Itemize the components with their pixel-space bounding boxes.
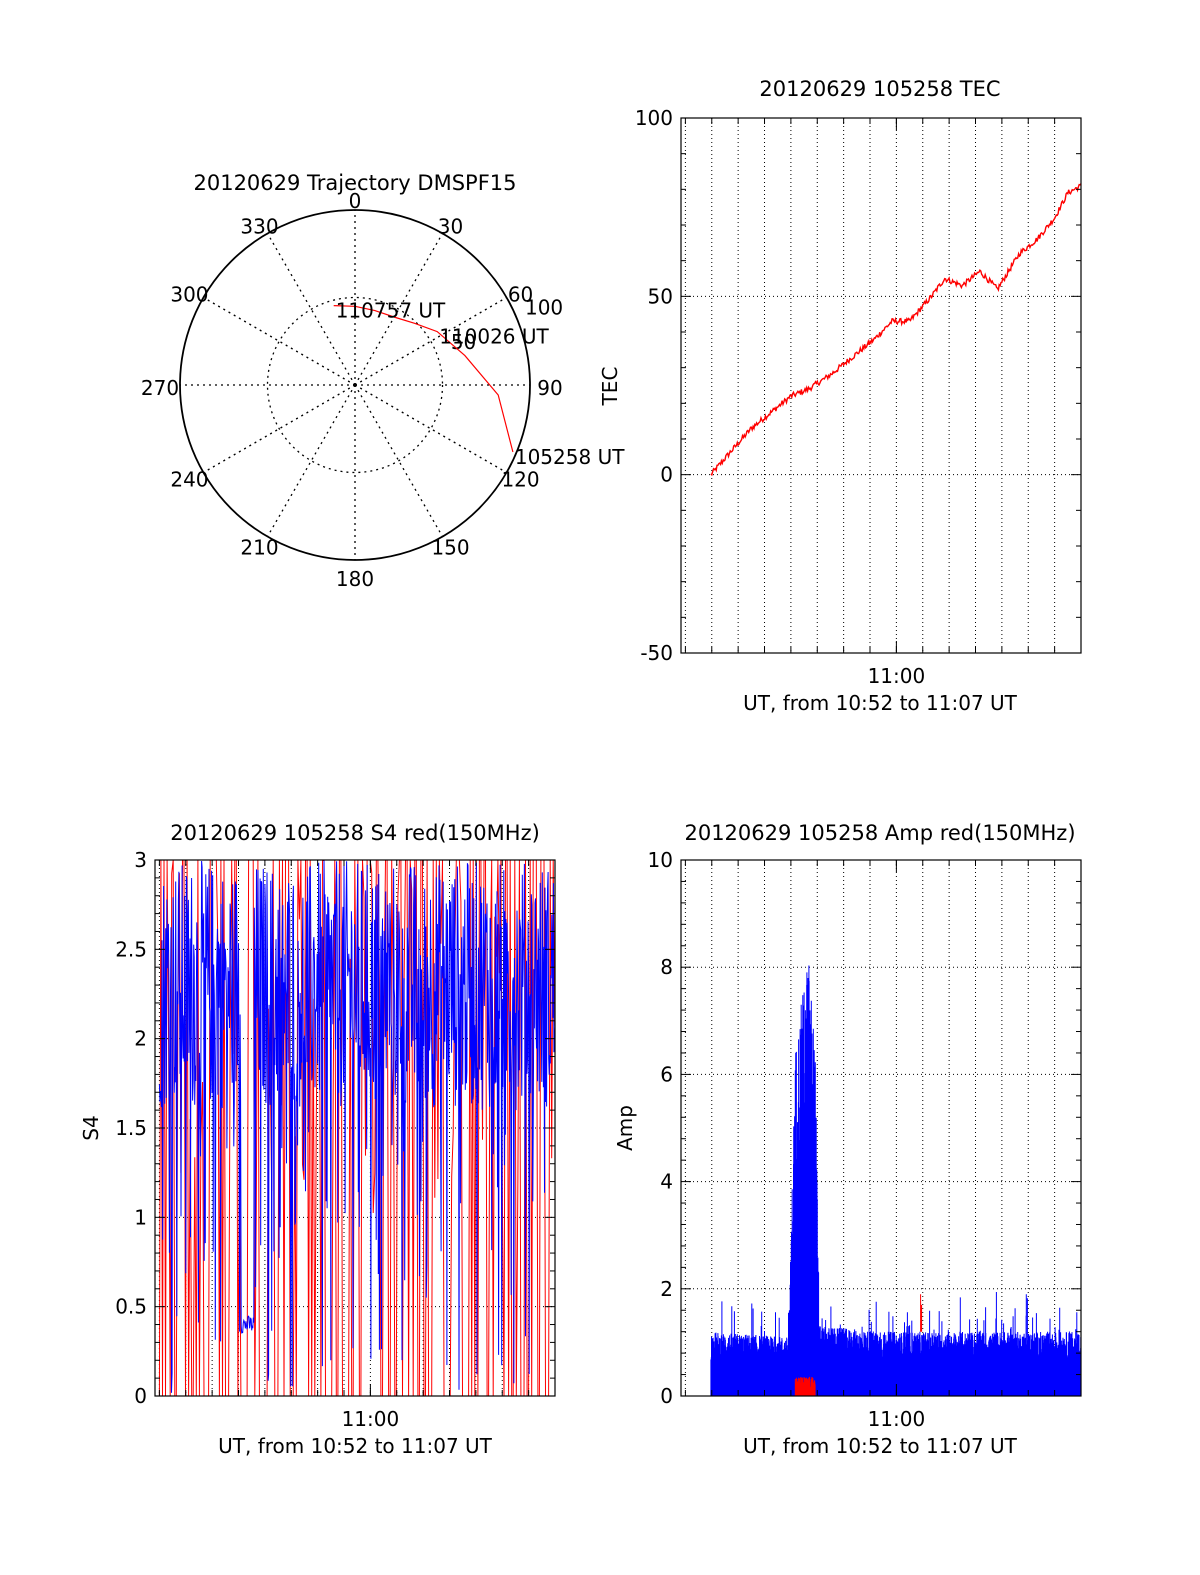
amp-ytick-label: 10: [648, 848, 673, 872]
s4-ytick-label: 0: [134, 1384, 147, 1408]
polar-azimuth-label: 120: [501, 468, 539, 492]
polar-grid: [179, 209, 531, 561]
polar-radial-label: 100: [525, 296, 563, 320]
polar-radial-labels: 50 100: [451, 296, 563, 354]
polar-spoke: [354, 233, 444, 386]
polar-series: [333, 305, 514, 453]
polar-outer-ring: [179, 209, 531, 561]
s4-ytick-label: 2: [134, 1027, 147, 1051]
s4-xlabel: UT, from 10:52 to 11:07 UT: [218, 1434, 493, 1458]
amp-ytick-label: 0: [660, 1384, 673, 1408]
tec-ylabel: TEC: [598, 367, 622, 407]
polar-azimuth-label: 270: [141, 376, 179, 400]
polar-azimuth-label: 300: [170, 283, 208, 307]
polar-title: 20120629 Trajectory DMSPF15: [193, 171, 516, 195]
s4-ytick-label: 2.5: [115, 937, 147, 961]
amp-title: 20120629 105258 Amp red(150MHz): [684, 821, 1075, 845]
tec-xlabel: UT, from 10:52 to 11:07 UT: [743, 691, 1018, 715]
tec-title: 20120629 105258 TEC: [759, 77, 1000, 101]
s4-title: 20120629 105258 S4 red(150MHz): [170, 821, 540, 845]
amp-line: [794, 1294, 923, 1396]
tec-ticks: -50 0 50 100 11:00: [635, 106, 1082, 688]
s4-xtick-label: 11:00: [342, 1407, 400, 1431]
polar-spoke: [354, 384, 507, 474]
amp-chart: 20120629 105258 Amp red(150MHz) 0 2 4 6 8 10 1…: [613, 821, 1082, 1458]
amp-ytick-label: 2: [660, 1277, 673, 1301]
s4-ticks: 0 0.5 1 1.5 2 2.5 3 11:00: [115, 848, 556, 1431]
polar-trajectory-line: [333, 305, 514, 453]
amp-ytick-label: 6: [660, 1062, 673, 1086]
amp-xlabel: UT, from 10:52 to 11:07 UT: [743, 1434, 1018, 1458]
s4-ytick-label: 1: [134, 1205, 147, 1229]
tec-ytick-label: 0: [660, 463, 673, 487]
polar-spoke: [266, 384, 356, 537]
polar-azimuth-label: 180: [336, 567, 374, 591]
polar-azimuth-label: 210: [240, 536, 278, 560]
tec-chart: 20120629 105258 TEC -50 0 50 100 11:00 TEC U…: [598, 77, 1082, 715]
polar-azimuth-label: 0: [349, 189, 362, 213]
amp-line: [710, 965, 1082, 1396]
polar-spoke: [354, 384, 444, 537]
tec-ytick-label: 50: [648, 284, 673, 308]
polar-chart: 20120629 Trajectory DMSPF15 0 30 60 90 120 15…: [141, 171, 625, 591]
s4-ytick-label: 0.5: [115, 1295, 147, 1319]
s4-line: [158, 860, 555, 1393]
polar-azimuth-label: 60: [508, 283, 533, 307]
polar-spoke: [266, 233, 356, 386]
tec-ytick-label: 100: [635, 106, 673, 130]
tec-xtick-label: 11:00: [868, 664, 926, 688]
s4-ytick-label: 1.5: [115, 1116, 147, 1140]
s4-ytick-label: 3: [134, 848, 147, 872]
polar-spoke: [203, 296, 356, 386]
polar-azimuth-label: 240: [170, 468, 208, 492]
tec-grid: [681, 117, 1082, 654]
polar-annotation: 110026 UT: [439, 325, 549, 349]
polar-spoke: [203, 384, 356, 474]
polar-azimuth-label: 30: [438, 214, 463, 238]
s4-series-inner: [158, 860, 555, 1396]
polar-azimuth-label: 330: [240, 214, 278, 238]
s4-chart: 20120629 105258 S4 red(150MHz) 0 0.5 1 1.5 2…: [79, 821, 556, 1458]
polar-azimuth-label: 150: [431, 536, 469, 560]
amp-xtick-label: 11:00: [868, 1407, 926, 1431]
amp-series: [710, 965, 1082, 1396]
polar-inner-ring: [266, 296, 444, 474]
amp-ylabel: Amp: [613, 1105, 637, 1151]
polar-annotation: 105258 UT: [515, 445, 625, 469]
s4-series: [158, 860, 555, 1396]
tec-ytick-label: -50: [640, 641, 673, 665]
tec-frame: [680, 117, 1082, 654]
amp-ytick-label: 8: [660, 955, 673, 979]
tec-series: [710, 183, 1082, 477]
polar-annotation: 110757 UT: [336, 299, 446, 323]
s4-ylabel: S4: [79, 1115, 103, 1140]
tec-line: [710, 183, 1082, 477]
amp-frame: [680, 859, 1082, 1397]
amp-ticks: 0 2 4 6 8 10 11:00: [648, 848, 1082, 1431]
polar-azimuth-label: 90: [537, 376, 562, 400]
polar-radial-label: 50: [451, 330, 476, 354]
amp-ytick-label: 4: [660, 1170, 673, 1194]
polar-azimuth-labels: 0 30 60 90 120 150 180 210 240 270 300 330: [141, 189, 563, 591]
polar-spoke: [354, 296, 507, 386]
amp-grid: [681, 859, 1082, 1397]
